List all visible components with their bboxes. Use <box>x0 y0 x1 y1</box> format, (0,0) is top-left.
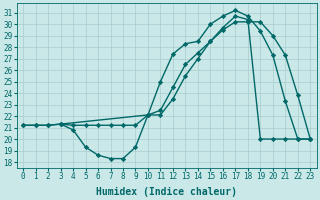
X-axis label: Humidex (Indice chaleur): Humidex (Indice chaleur) <box>96 186 237 197</box>
